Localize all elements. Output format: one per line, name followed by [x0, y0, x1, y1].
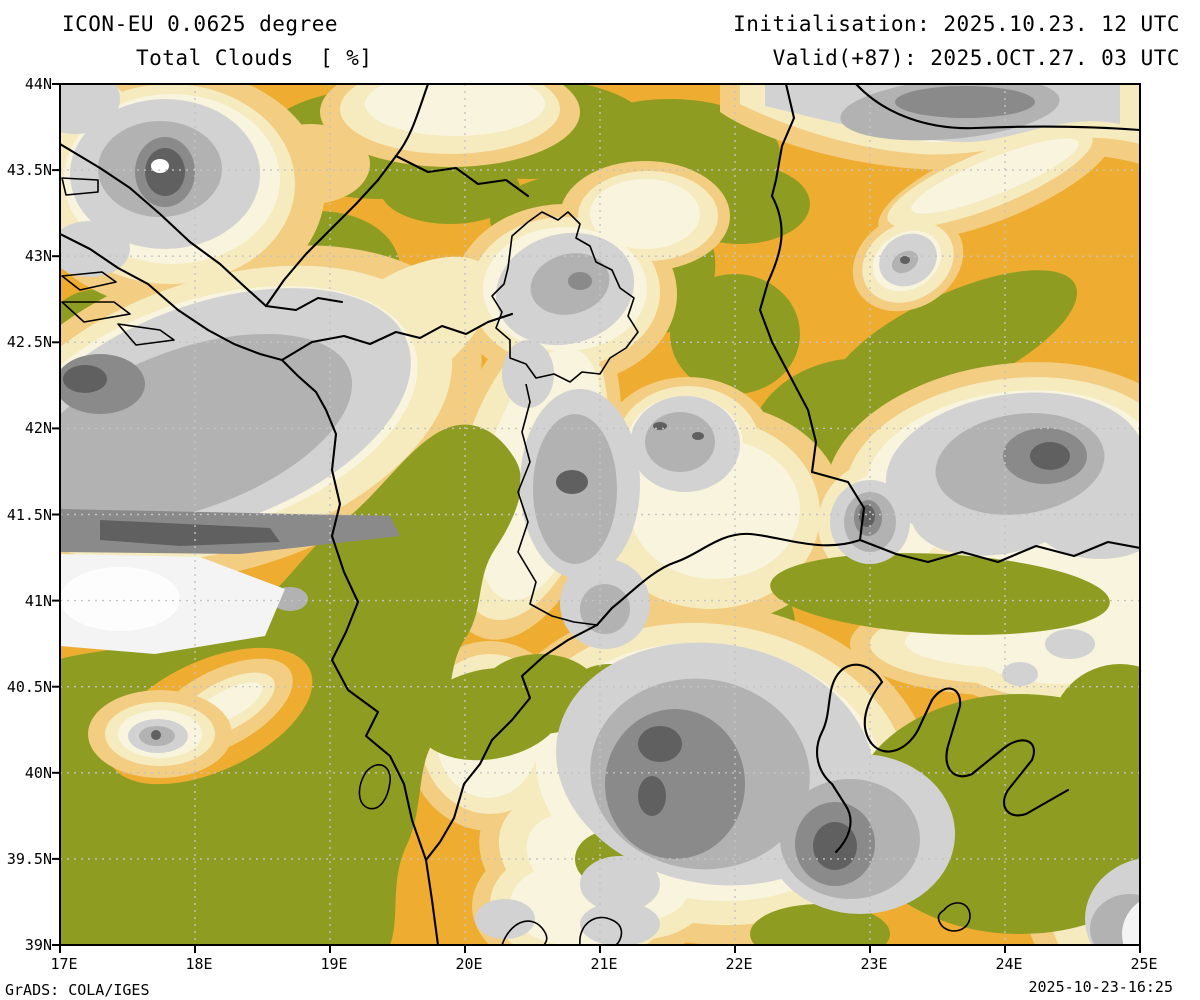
grads-credit: GrADS: COLA/IGES — [5, 981, 150, 999]
y-axis-label: 43N — [24, 247, 52, 266]
x-axis-label: 23E — [860, 955, 888, 973]
cloud-white-cores — [60, 159, 1140, 945]
y-axis-label: 41.5N — [6, 505, 52, 524]
y-axis-label: 43.5N — [6, 161, 52, 180]
y-axis-label: 39N — [24, 936, 52, 954]
cloud-spot-southwest — [88, 647, 313, 785]
cloud-gray-darkest — [63, 148, 1070, 870]
x-axis-label: 25E — [1130, 955, 1158, 973]
y-axis-label: 39.5N — [6, 849, 52, 868]
axis-ticks — [52, 83, 1141, 953]
cloud-cover-map — [52, 83, 1141, 953]
initialisation-label: Initialisation: 2025.10.23. 12 UTC — [733, 12, 1180, 36]
x-axis-label: 17E — [50, 955, 78, 973]
cloud-shading — [60, 84, 1140, 945]
y-axis-label: 40N — [24, 763, 52, 782]
y-axis-label: 42N — [24, 419, 52, 438]
clear-sky-regions-south — [60, 424, 1140, 945]
x-axis-label: 20E — [455, 955, 483, 973]
valid-time-label: Valid(+87): 2025.OCT.27. 03 UTC — [772, 46, 1180, 70]
y-axis-label: 44N — [24, 75, 52, 93]
model-title: ICON-EU 0.0625 degree — [62, 12, 339, 36]
x-axis-label: 18E — [185, 955, 213, 973]
y-axis-label: 41N — [24, 591, 52, 610]
variable-title: Total Clouds [ %] — [136, 46, 373, 70]
country-borders — [60, 84, 1140, 945]
x-axis-label: 22E — [725, 955, 753, 973]
gridlines — [60, 84, 1140, 945]
x-axis-label: 24E — [995, 955, 1023, 973]
y-axis-label: 40.5N — [6, 677, 52, 696]
y-axis-label: 42.5N — [6, 333, 52, 352]
x-axis-label: 19E — [320, 955, 348, 973]
creation-timestamp: 2025-10-23-16:25 — [1028, 978, 1174, 996]
x-axis-label: 21E — [590, 955, 618, 973]
